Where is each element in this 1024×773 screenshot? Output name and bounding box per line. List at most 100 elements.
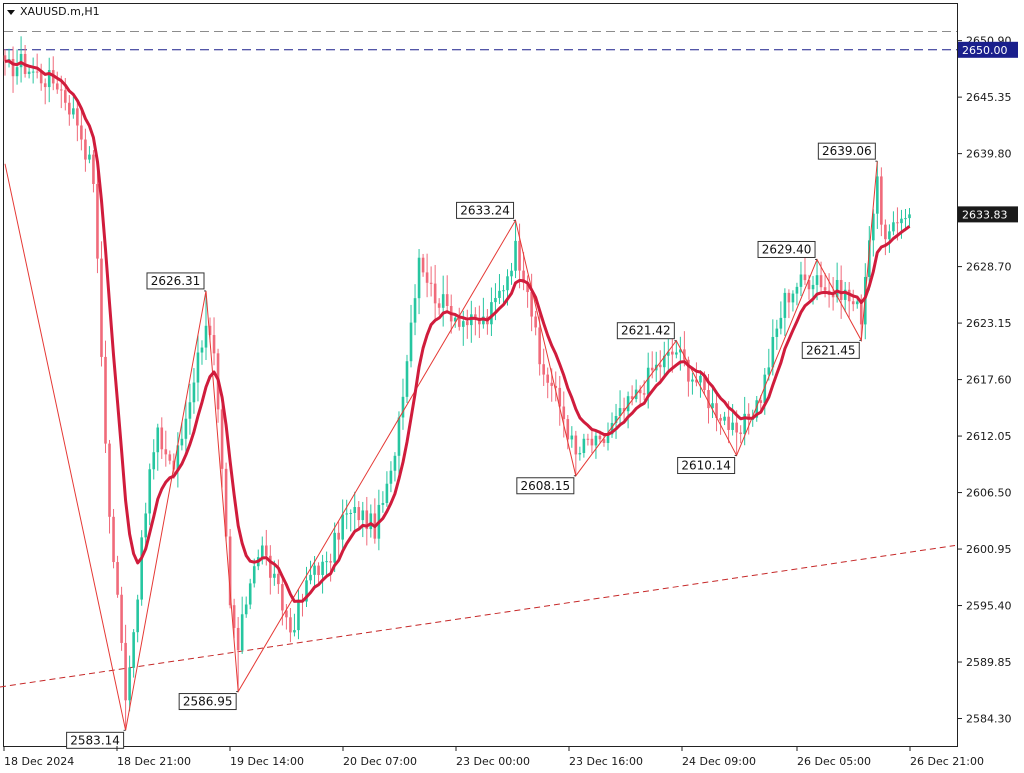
candle-body: [68, 102, 71, 115]
candle-body: [104, 356, 107, 444]
candle: [148, 463, 152, 526]
candle: [108, 439, 111, 534]
candle-body: [385, 483, 389, 504]
candle: [590, 428, 594, 454]
candle-body: [602, 439, 606, 443]
candle: [345, 499, 348, 530]
symbol-header[interactable]: XAUUSD.m,H1: [7, 5, 100, 18]
candle-body: [31, 71, 35, 73]
candle: [417, 249, 421, 315]
candle: [373, 498, 377, 544]
candle-body: [791, 293, 795, 303]
y-tick-label: 2645.35: [966, 91, 1012, 104]
candle: [466, 309, 469, 339]
candle-body: [429, 282, 433, 284]
zigzag-label-9: 2639.06: [817, 142, 878, 162]
zigzag-label-text: 2621.42: [621, 324, 671, 338]
candle: [244, 596, 248, 618]
candle-body: [168, 454, 172, 461]
candle: [120, 586, 123, 651]
candle-body: [337, 532, 340, 540]
candle-body: [156, 427, 160, 453]
zigzag-label-4: 2608.15: [516, 475, 576, 495]
candle: [301, 593, 304, 617]
candle: [7, 48, 11, 68]
candle-body: [876, 176, 879, 214]
candle: [658, 350, 662, 385]
candle-body: [437, 303, 441, 308]
candle: [357, 501, 361, 528]
candle: [691, 372, 694, 395]
candle-body: [578, 452, 582, 455]
candle: [156, 423, 160, 471]
candle: [160, 417, 164, 459]
moving-average-layer: [4, 59, 911, 603]
candle-body: [39, 71, 43, 84]
candle: [297, 589, 300, 640]
candle: [232, 598, 236, 639]
candle: [19, 36, 23, 83]
candle: [176, 432, 180, 488]
candle-body: [558, 387, 562, 407]
candle: [136, 594, 139, 643]
candle-body: [144, 513, 147, 538]
candle: [522, 252, 525, 291]
zigzag-label-text: 2629.40: [762, 242, 812, 256]
candle: [630, 385, 634, 406]
candle-body: [743, 413, 746, 434]
candle-body: [494, 297, 497, 303]
candle: [47, 57, 51, 103]
candle-body: [715, 403, 718, 418]
candle-body: [787, 292, 791, 303]
candle-body: [236, 627, 240, 651]
candle-body: [534, 316, 537, 328]
candle: [904, 208, 907, 232]
candle-body: [622, 408, 626, 412]
candle: [437, 298, 441, 315]
triangle-down-icon[interactable]: [7, 10, 15, 15]
trend-line-layer: [0, 544, 956, 688]
candle: [554, 371, 558, 402]
candle: [474, 307, 477, 336]
zigzag-label-box: [801, 341, 860, 359]
candle-body: [795, 286, 799, 294]
candle: [405, 354, 409, 403]
candle-body: [767, 367, 771, 375]
candle-body: [208, 325, 212, 336]
candle-body: [453, 317, 457, 322]
candle: [526, 275, 529, 308]
candle-body: [224, 468, 228, 537]
candle-body: [662, 355, 666, 368]
candle-body: [598, 435, 602, 440]
candle: [888, 224, 891, 253]
candle: [144, 502, 147, 549]
candle-body: [59, 89, 63, 91]
candle-body: [361, 510, 365, 521]
candle-body: [530, 292, 533, 317]
candle: [31, 57, 35, 84]
candle: [675, 340, 678, 359]
candle: [542, 348, 545, 386]
x-tick-label: 20 Dec 07:00: [343, 755, 417, 768]
candle-body: [775, 328, 779, 337]
candle: [799, 261, 803, 297]
zigzag-label-box: [516, 477, 575, 495]
candle-body: [11, 58, 15, 77]
zigzag-label-box: [817, 142, 876, 160]
plot-frame: [3, 3, 958, 747]
candle: [490, 287, 493, 337]
candle-body: [212, 335, 216, 354]
candles: [3, 36, 911, 731]
candle-body: [293, 630, 296, 633]
candle-body: [381, 503, 385, 505]
zigzag-layer: [4, 161, 878, 731]
candle-body: [397, 417, 401, 456]
candle: [574, 430, 578, 476]
candle-body: [783, 292, 787, 318]
candle-body: [586, 438, 590, 440]
candle-body: [699, 375, 702, 383]
candle-body: [401, 396, 405, 418]
candle: [767, 348, 771, 381]
candle-body: [357, 507, 361, 521]
